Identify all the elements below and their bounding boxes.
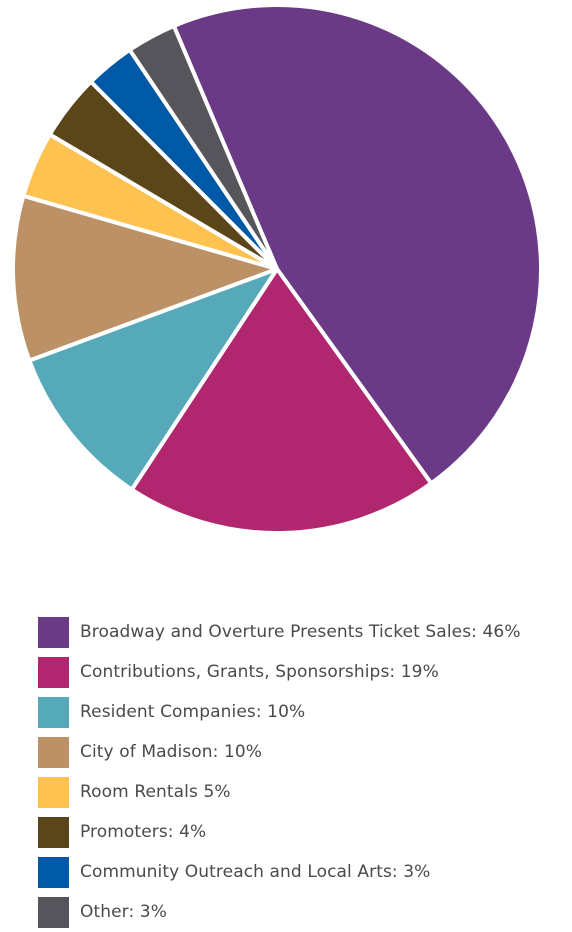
- legend-item: Broadway and Overture Presents Ticket Sa…: [38, 612, 572, 652]
- legend-label: Contributions, Grants, Sponsorships: 19%: [80, 662, 439, 682]
- pie-slice-2: [27, 267, 279, 492]
- legend-label: Room Rentals 5%: [80, 782, 231, 802]
- legend-swatch: [38, 696, 69, 728]
- legend-item: Room Rentals 5%: [38, 772, 572, 812]
- legend-item: Other: 3%: [38, 892, 572, 932]
- pie-slice-0: [171, 3, 543, 486]
- legend-swatch: [38, 816, 69, 848]
- legend-swatch: [38, 776, 69, 808]
- pie-slice-7: [127, 23, 279, 271]
- legend-item: Contributions, Grants, Sponsorships: 19%: [38, 652, 572, 692]
- legend-swatch: [38, 896, 69, 928]
- legend-swatch: [38, 616, 69, 648]
- legend-label: Community Outreach and Local Arts: 3%: [80, 862, 431, 882]
- legend-swatch: [38, 856, 69, 888]
- legend-swatch: [38, 736, 69, 768]
- pie-slice-3: [11, 193, 279, 363]
- legend-label: Resident Companies: 10%: [80, 702, 306, 722]
- chart-legend: Broadway and Overture Presents Ticket Sa…: [38, 612, 572, 932]
- legend-label: Other: 3%: [80, 902, 167, 922]
- pie-chart: [11, 3, 543, 535]
- legend-label: Promoters: 4%: [80, 822, 207, 842]
- legend-item: Promoters: 4%: [38, 812, 572, 852]
- legend-swatch: [38, 656, 69, 688]
- pie-slices: [11, 3, 543, 535]
- legend-item: City of Madison: 10%: [38, 732, 572, 772]
- legend-label: Broadway and Overture Presents Ticket Sa…: [80, 622, 521, 642]
- legend-item: Community Outreach and Local Arts: 3%: [38, 852, 572, 892]
- pie-slice-1: [129, 267, 434, 535]
- legend-label: City of Madison: 10%: [80, 742, 263, 762]
- legend-item: Resident Companies: 10%: [38, 692, 572, 732]
